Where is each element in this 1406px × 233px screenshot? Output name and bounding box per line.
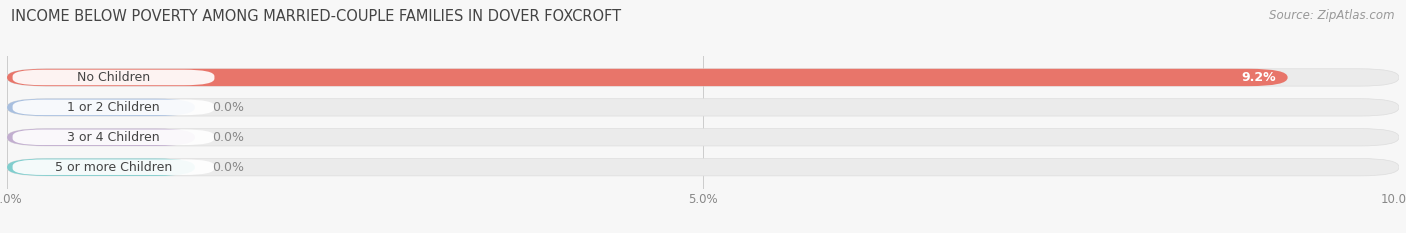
- FancyBboxPatch shape: [7, 158, 195, 176]
- FancyBboxPatch shape: [13, 99, 215, 115]
- FancyBboxPatch shape: [7, 129, 195, 146]
- Text: 3 or 4 Children: 3 or 4 Children: [67, 131, 160, 144]
- FancyBboxPatch shape: [7, 158, 1399, 176]
- Text: INCOME BELOW POVERTY AMONG MARRIED-COUPLE FAMILIES IN DOVER FOXCROFT: INCOME BELOW POVERTY AMONG MARRIED-COUPL…: [11, 9, 621, 24]
- Text: 5 or more Children: 5 or more Children: [55, 161, 172, 174]
- FancyBboxPatch shape: [13, 130, 215, 145]
- FancyBboxPatch shape: [7, 99, 1399, 116]
- Text: 0.0%: 0.0%: [212, 101, 243, 114]
- Text: 0.0%: 0.0%: [212, 161, 243, 174]
- Text: 9.2%: 9.2%: [1241, 71, 1277, 84]
- FancyBboxPatch shape: [13, 70, 215, 85]
- Text: Source: ZipAtlas.com: Source: ZipAtlas.com: [1270, 9, 1395, 22]
- Text: 1 or 2 Children: 1 or 2 Children: [67, 101, 160, 114]
- FancyBboxPatch shape: [7, 69, 1288, 86]
- FancyBboxPatch shape: [7, 129, 1399, 146]
- Text: 0.0%: 0.0%: [212, 131, 243, 144]
- FancyBboxPatch shape: [7, 69, 1399, 86]
- FancyBboxPatch shape: [7, 99, 195, 116]
- FancyBboxPatch shape: [13, 159, 215, 175]
- Text: No Children: No Children: [77, 71, 150, 84]
